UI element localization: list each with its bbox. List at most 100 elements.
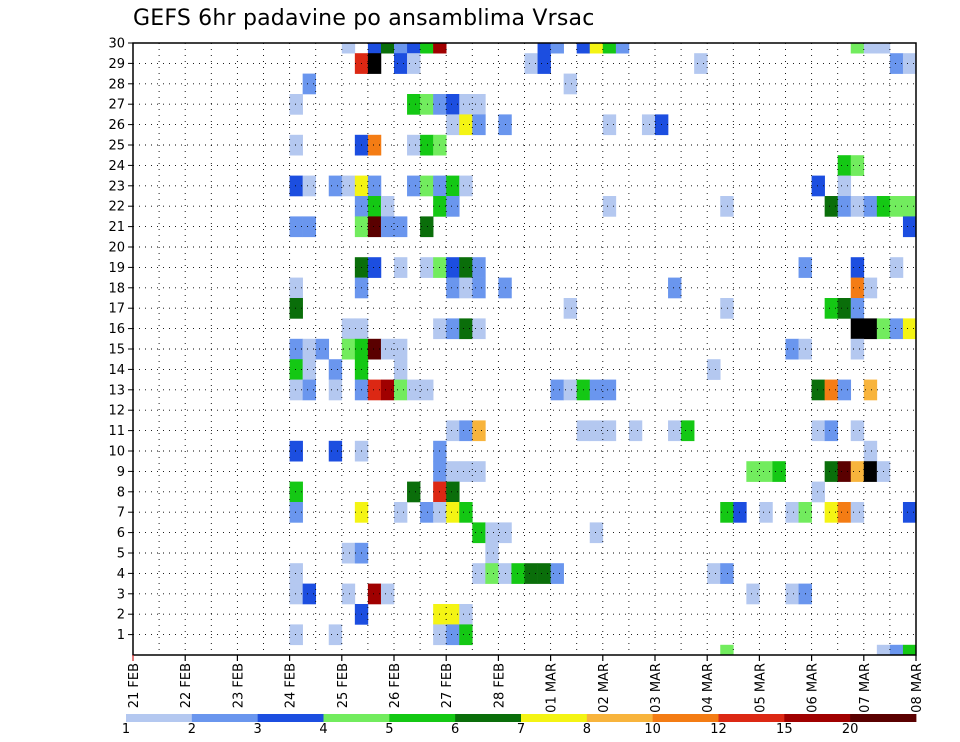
x-tick-label: 27 FEB: [440, 663, 455, 708]
heatmap-cell: [485, 563, 499, 584]
x-axis: 21 FEB 22 FEB 23 FEB 24 FEB 25 FEB 26 FEB 27 F…: [127, 655, 925, 713]
x-tick-label: 04 MAR: [701, 663, 716, 713]
legend-label: 6: [451, 722, 459, 737]
heatmap-cell: [837, 196, 852, 217]
heatmap-cell: [850, 338, 865, 360]
heatmap-cell: [550, 563, 564, 584]
heatmap-cell: [824, 298, 838, 319]
heatmap-cell: [420, 134, 434, 156]
heatmap-cell: [472, 420, 486, 442]
heatmap-cell: [628, 420, 643, 442]
heatmap-cell: [707, 563, 721, 584]
x-tick-label: 01 MAR: [545, 663, 560, 713]
heatmap-cell: [602, 420, 617, 442]
legend-label: 20: [842, 722, 859, 737]
y-tick-label: 4: [117, 567, 125, 582]
heatmap-cell: [472, 277, 486, 299]
heatmap-cell: [459, 502, 473, 523]
heatmap-cell: [576, 43, 591, 54]
heatmap-cell: [328, 440, 343, 462]
legend-label: 7: [517, 722, 525, 737]
y-tick-label: 16: [108, 322, 125, 337]
heatmap-cell: [472, 114, 486, 136]
heatmap-cell: [746, 461, 760, 482]
heatmap-cell: [459, 461, 473, 482]
heatmap-cell: [420, 502, 434, 523]
heatmap-cell: [863, 318, 878, 340]
heatmap-cell: [485, 542, 499, 564]
heatmap-cell: [889, 257, 904, 278]
heatmap-cell: [302, 73, 316, 95]
heatmap-cell: [394, 359, 408, 380]
heatmap-cell: [459, 420, 473, 442]
heatmap-cell: [537, 43, 551, 54]
heatmap-cell: [589, 43, 604, 54]
legend-swatch: [784, 714, 851, 722]
heatmap-cell: [824, 420, 838, 442]
heatmap-cell: [407, 94, 421, 115]
heatmap-cell: [602, 114, 617, 136]
heatmap-cell: [641, 114, 656, 136]
heatmap-cell: [485, 522, 499, 544]
heatmap-cell: [811, 379, 825, 401]
x-tick-label: 07 MAR: [858, 663, 873, 713]
y-tick-label: 15: [108, 343, 125, 358]
heatmap-cell: [341, 43, 356, 54]
heatmap-cell: [772, 461, 786, 482]
y-tick-label: 20: [108, 241, 125, 256]
y-tick-label: 21: [108, 220, 125, 235]
y-tick-label: 29: [108, 57, 125, 72]
heatmap-cell: [824, 502, 838, 523]
heatmap-cell: [563, 73, 577, 95]
heatmap-cell: [420, 175, 434, 197]
legend-swatch: [257, 714, 324, 722]
heatmap-cell: [315, 338, 330, 360]
heatmap-cell: [563, 379, 577, 401]
heatmap-cell: [289, 440, 303, 462]
heatmap-cell: [394, 338, 408, 360]
legend-label: 3: [254, 722, 262, 737]
heatmap-cell: [289, 583, 303, 605]
y-tick-label: 18: [108, 281, 125, 296]
heatmap-cell: [589, 522, 604, 544]
x-tick-label: 08 MAR: [910, 663, 925, 713]
heatmap-cell: [394, 379, 408, 401]
heatmap-cell: [394, 502, 408, 523]
heatmap-cell: [367, 43, 382, 54]
heatmap-cell: [446, 94, 460, 115]
heatmap-cell: [837, 379, 852, 401]
heatmap-cell: [289, 298, 303, 319]
heatmap-cell: [302, 379, 316, 401]
heatmap-cell: [289, 359, 303, 380]
heatmap-cell: [550, 379, 564, 401]
y-tick-label: 22: [108, 200, 125, 215]
heatmap-cell: [889, 196, 904, 217]
heatmap-cell: [446, 257, 460, 278]
heatmap-cell: [863, 43, 878, 54]
heatmap-cell: [367, 53, 382, 74]
heatmap-cell: [407, 53, 421, 74]
heatmap-cell: [563, 298, 577, 319]
heatmap-cell: [302, 583, 316, 605]
y-tick-label: 23: [108, 179, 125, 194]
heatmap-cell: [289, 216, 303, 238]
color-legend: 1 2 3 4 5 6 7 8 10 12 15 20: [122, 714, 917, 737]
heatmap-cell: [407, 43, 421, 54]
grid-lines: [133, 42, 916, 655]
x-tick-label: 24 FEB: [284, 663, 299, 708]
x-tick-label: 03 MAR: [649, 663, 664, 713]
heatmap-cell: [902, 216, 917, 238]
legend-swatch: [850, 714, 917, 722]
y-tick-label: 5: [117, 547, 125, 562]
heatmap-cell: [407, 134, 421, 156]
heatmap-cell: [472, 461, 486, 482]
heatmap-cell: [289, 502, 303, 523]
heatmap-cell: [328, 175, 343, 197]
heatmap-cell: [380, 196, 395, 217]
legend-swatch: [586, 714, 654, 722]
heatmap-cell: [459, 624, 473, 646]
heatmap-cell: [876, 43, 891, 54]
legend-swatch: [191, 714, 259, 722]
heatmap-cell: [837, 155, 852, 176]
